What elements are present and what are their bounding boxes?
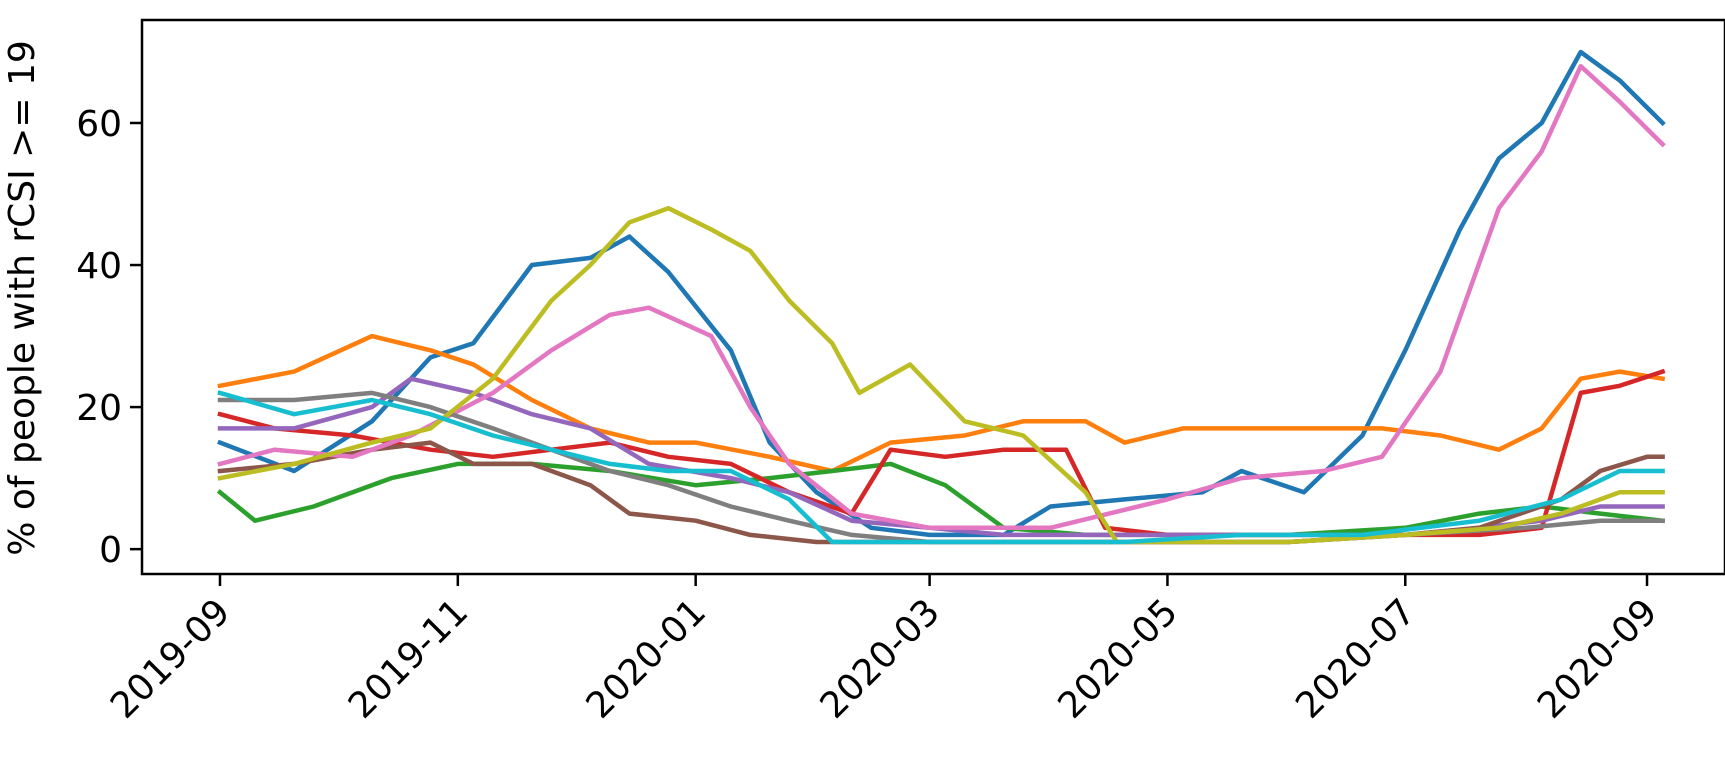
x-tick-label: 2020-03 xyxy=(813,591,948,726)
plot-frame xyxy=(140,18,1725,576)
x-tick-label: 2020-07 xyxy=(1288,591,1423,726)
series-layer xyxy=(216,49,1666,545)
y-axis-label: % of people with rCSI >= 19 xyxy=(2,40,43,556)
y-tick-label: 0 xyxy=(99,530,122,571)
x-tick-label: 2019-09 xyxy=(103,591,238,726)
y-tick-label: 60 xyxy=(76,104,122,145)
x-tick-label: 2020-01 xyxy=(579,591,714,726)
series-line-4 xyxy=(217,368,1666,538)
y-tick-label: 40 xyxy=(76,246,122,287)
series-line-10 xyxy=(217,390,1665,545)
x-tick-label: 2019-11 xyxy=(341,591,476,726)
series-line-3 xyxy=(216,461,1666,538)
series-line-9 xyxy=(217,205,1665,545)
y-tick-label: 20 xyxy=(76,388,122,429)
y-axis: 0 20 40 60 xyxy=(76,104,142,571)
x-tick-label: 2020-09 xyxy=(1530,591,1665,726)
x-tick-label: 2020-05 xyxy=(1050,591,1185,726)
x-axis: 2019-09 2019-11 2020-01 2020-03 2020-05 2020-… xyxy=(103,574,1665,727)
series-line-1 xyxy=(217,49,1666,538)
series-line-6 xyxy=(217,440,1665,545)
series-line-7 xyxy=(217,63,1666,531)
